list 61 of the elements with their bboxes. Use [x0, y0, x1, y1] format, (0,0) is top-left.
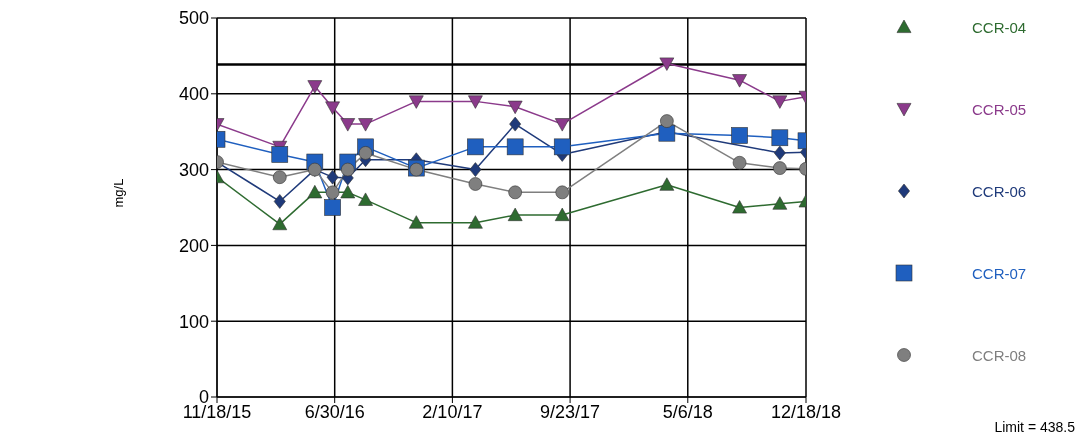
- x-tick-label: 5/6/18: [662, 401, 713, 422]
- point: [469, 162, 482, 177]
- point: [508, 185, 522, 200]
- point: [468, 177, 483, 191]
- point: [659, 57, 675, 71]
- point: [771, 129, 789, 147]
- point: [409, 215, 424, 229]
- point: [272, 170, 287, 184]
- point: [554, 118, 570, 132]
- point: [340, 118, 356, 132]
- point: [772, 95, 788, 109]
- point: [325, 101, 340, 115]
- y-tick-label: 200: [178, 235, 209, 256]
- point: [358, 146, 373, 160]
- point: [271, 146, 289, 163]
- point: [660, 114, 674, 128]
- point: [468, 95, 483, 109]
- point: [506, 138, 524, 156]
- point: [409, 95, 424, 109]
- point: [553, 138, 571, 156]
- point: [507, 100, 523, 114]
- point: [468, 215, 483, 229]
- point: [732, 200, 747, 214]
- point: [340, 162, 355, 177]
- text: CCR-05: [972, 100, 1027, 118]
- y-tick-label: 300: [178, 159, 209, 180]
- y-tick-label: 100: [178, 311, 209, 332]
- point: [773, 145, 786, 161]
- point: [467, 138, 484, 156]
- y-tick-label: 500: [178, 8, 209, 29]
- point: [659, 177, 675, 191]
- point: [773, 161, 787, 175]
- point: [772, 196, 788, 210]
- y-tick-label: 400: [178, 84, 209, 105]
- point: [732, 155, 747, 170]
- text: Limit = 438.5: [994, 419, 1075, 435]
- x-tick-label: 6/30/16: [304, 401, 365, 422]
- point: [340, 185, 356, 199]
- text: CCR-06: [972, 182, 1027, 200]
- point: [307, 185, 323, 199]
- point: [731, 127, 748, 144]
- point: [325, 185, 340, 200]
- point: [272, 216, 288, 231]
- point: [326, 169, 339, 185]
- x-tick-label: 12/18/18: [770, 401, 842, 422]
- point: [555, 185, 570, 200]
- point: [324, 199, 341, 216]
- text: CCR-08: [972, 346, 1027, 364]
- point: [507, 207, 523, 221]
- text: CCR-07: [972, 264, 1027, 282]
- x-tick-label: 2/10/17: [422, 401, 483, 422]
- text: CCR-04: [972, 18, 1027, 36]
- point: [358, 192, 373, 206]
- y-axis-title: mg/L: [110, 178, 126, 208]
- point: [273, 194, 286, 209]
- point: [509, 116, 522, 132]
- point: [358, 118, 373, 132]
- x-tick-label: 9/23/17: [540, 401, 601, 422]
- point: [732, 74, 747, 88]
- point: [307, 80, 323, 94]
- point: [554, 207, 570, 221]
